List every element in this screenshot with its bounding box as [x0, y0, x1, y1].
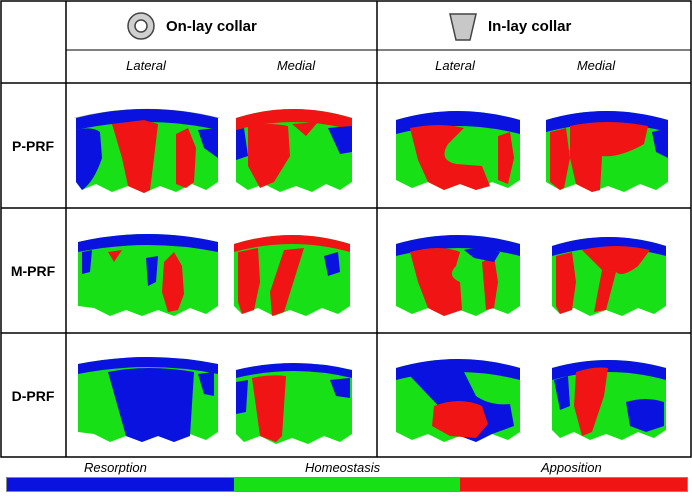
model-d-prf-onlay-medial [236, 363, 352, 444]
model-p-prf-inlay-medial [546, 111, 668, 192]
model-p-prf-onlay-medial [236, 109, 352, 192]
legend-label-homeostasis: Homeostasis [305, 460, 381, 475]
trapezoid-icon [449, 13, 477, 41]
onlay-collar-label: On-lay collar [166, 17, 257, 35]
inlay-collar-header: In-lay collar [448, 10, 571, 42]
row-label-d-prf: D-PRF [11, 388, 55, 404]
model-m-prf-inlay-lateral [396, 235, 520, 316]
model-p-prf-inlay-lateral [396, 111, 520, 190]
model-p-prf-onlay-lateral [73, 108, 221, 193]
legend-swatch-resorption [7, 478, 234, 491]
ring-icon [127, 12, 155, 40]
side-label-inlay-lateral: Lateral [435, 58, 475, 73]
side-label-onlay-lateral: Lateral [126, 58, 166, 73]
model-d-prf-inlay-lateral [396, 359, 520, 442]
side-label-inlay-medial: Medial [576, 58, 616, 73]
legend-swatch-homeostasis [233, 478, 461, 491]
model-m-prf-inlay-medial [552, 237, 666, 316]
model-d-prf-onlay-lateral [78, 357, 218, 442]
side-label-onlay-medial: Medial [276, 58, 316, 73]
inlay-collar-label: In-lay collar [488, 17, 572, 35]
legend-color-bar [6, 477, 688, 492]
legend-swatch-apposition [460, 478, 688, 491]
legend-label-resorption: Resorption [84, 460, 147, 475]
onlay-collar-header: On-lay collar [126, 10, 257, 42]
legend-label-apposition: Apposition [541, 460, 602, 475]
model-m-prf-onlay-lateral [78, 234, 218, 316]
row-label-m-prf: M-PRF [10, 263, 56, 279]
model-m-prf-onlay-medial [234, 235, 350, 316]
row-label-p-prf: P-PRF [12, 138, 54, 154]
table-grid [0, 0, 692, 458]
model-d-prf-inlay-medial [552, 360, 666, 440]
